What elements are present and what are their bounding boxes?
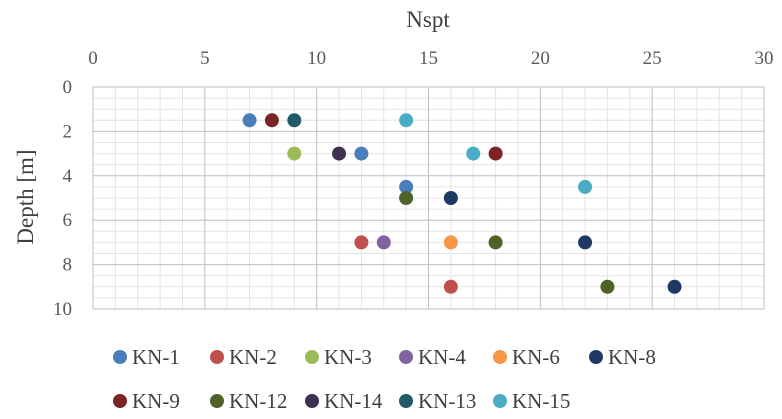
tick-labels: 0 5 10 15 20 25 30 0 2 4 6 8 10 [53, 48, 774, 320]
legend-label-kn-8: KN-8 [608, 345, 656, 369]
x-tick-label: 0 [88, 48, 98, 69]
x-tick-label: 10 [307, 48, 326, 69]
x-tick-label: 30 [755, 48, 774, 69]
data-point-kn-8 [443, 191, 458, 205]
y-tick-label: 8 [63, 255, 73, 276]
data-points [242, 113, 682, 294]
x-axis-title: Nspt [406, 7, 450, 32]
x-tick-label: 15 [419, 48, 438, 69]
data-point-kn-12 [488, 235, 503, 250]
data-point-kn-1 [354, 146, 369, 161]
y-tick-label: 6 [63, 210, 73, 231]
legend-marker-kn-9 [113, 394, 127, 408]
data-point-kn-3 [287, 146, 302, 161]
legend-label-kn-14: KN-14 [324, 389, 383, 413]
y-tick-label: 0 [63, 77, 73, 98]
legend-label-kn-6: KN-6 [512, 345, 560, 369]
legend-label-kn-12: KN-12 [229, 389, 287, 413]
data-point-kn-4 [376, 235, 391, 250]
data-point-kn-14 [332, 146, 347, 161]
y-tick-label: 4 [63, 166, 73, 187]
legend-marker-kn-3 [305, 350, 319, 364]
legend-label-kn-15: KN-15 [512, 389, 570, 413]
data-point-kn-15 [399, 113, 414, 128]
data-point-kn-2 [354, 235, 369, 250]
legend-marker-kn-8 [589, 350, 603, 364]
data-point-kn-13 [287, 113, 302, 128]
y-tick-label: 2 [63, 121, 73, 142]
data-point-kn-12 [399, 191, 414, 205]
data-point-kn-15 [466, 146, 481, 161]
legend-label-kn-1: KN-1 [132, 345, 180, 369]
legend-label-kn-4: KN-4 [418, 345, 466, 369]
data-point-kn-6 [443, 235, 458, 250]
legend-marker-kn-2 [210, 350, 224, 364]
data-point-kn-9 [264, 113, 279, 128]
y-axis-title: Depth [m] [13, 149, 38, 244]
data-point-kn-12 [600, 279, 615, 294]
data-point-kn-15 [578, 179, 593, 194]
data-point-kn-8 [667, 279, 682, 294]
data-point-kn-2 [443, 279, 458, 294]
legend-marker-kn-15 [493, 394, 507, 408]
legend-marker-kn-12 [210, 394, 224, 408]
legend-label-kn-13: KN-13 [418, 389, 476, 413]
x-tick-label: 20 [531, 48, 550, 69]
legend-marker-kn-4 [399, 350, 413, 364]
legend-label-kn-9: KN-9 [132, 389, 180, 413]
legend-marker-kn-13 [399, 394, 413, 408]
grid-lines [92, 86, 765, 310]
x-tick-label: 25 [643, 48, 662, 69]
data-point-kn-1 [242, 113, 257, 128]
data-point-kn-9 [488, 146, 503, 161]
legend-marker-kn-6 [493, 350, 507, 364]
data-point-kn-8 [578, 235, 593, 250]
legend-marker-kn-1 [113, 350, 127, 364]
y-tick-label: 10 [53, 299, 72, 320]
legend-marker-kn-14 [305, 394, 319, 408]
legend-label-kn-3: KN-3 [324, 345, 372, 369]
x-tick-label: 5 [200, 48, 210, 69]
legend-label-kn-2: KN-2 [229, 345, 277, 369]
legend: KN-1 KN-2 KN-3 KN-4 KN-6 KN-8 KN-9 KN-12 KN-14 KN… [113, 345, 656, 413]
data-point-kn-1 [399, 179, 414, 194]
